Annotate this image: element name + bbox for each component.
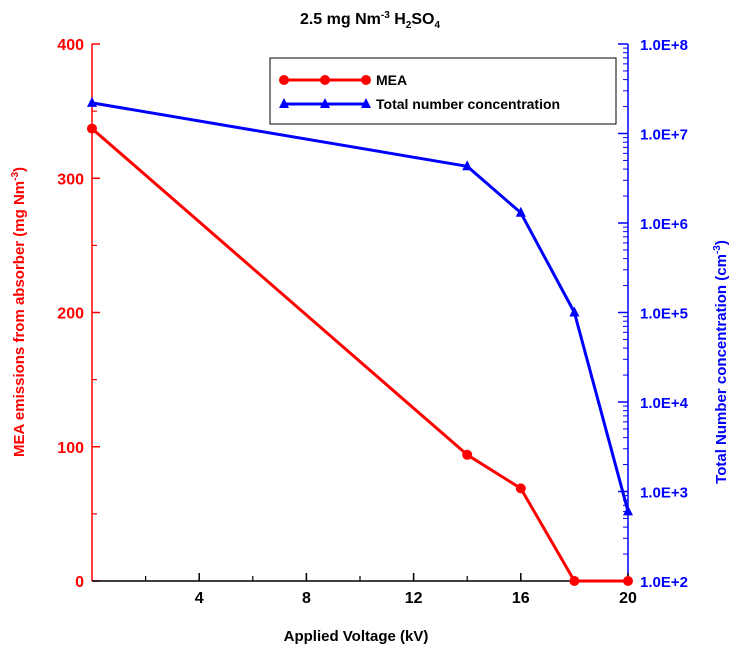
axes-layer: 0 100 200 300 400 1.0E+2 1.0E+3 1.0E+4 1.0E+5 1.0… (57, 37, 688, 607)
data-point-total-number-concentration (569, 306, 580, 317)
data-point-mea (87, 123, 97, 134)
data-point-mea (515, 483, 526, 494)
data-point-mea (569, 576, 580, 586)
y-right-tick-label: 1.0E+3 (640, 485, 688, 502)
data-point-total-number-concentration (462, 160, 473, 171)
y-right-tick-label: 1.0E+2 (640, 574, 688, 591)
y-left-tick-label: 400 (57, 37, 84, 54)
y-left-tick-label: 100 (57, 440, 84, 457)
data-point-mea (623, 576, 633, 586)
legend-label-mea: MEA (376, 72, 407, 88)
y-left-tick-label: 0 (75, 574, 84, 591)
y-axis-right-label: Total Number concentration (cm-3) (712, 240, 730, 484)
data-point-total-number-concentration (87, 96, 97, 107)
y-left-tick-label: 300 (57, 171, 84, 188)
y-axis-left-label: MEA emissions from absorber (mg Nm-3) (10, 167, 28, 457)
y-right-tick-label: 1.0E+7 (640, 127, 688, 144)
legend-entry-mea: MEA (279, 72, 407, 88)
legend-box (269, 57, 617, 125)
data-point-mea (462, 449, 473, 460)
legend: MEA Total number concentration (269, 57, 617, 125)
x-axis-label: Applied Voltage (kV) (284, 628, 429, 645)
x-tick-label: 20 (619, 590, 637, 607)
y-left-tick-label: 200 (57, 306, 84, 323)
y-right-tick-label: 1.0E+8 (640, 37, 688, 54)
series-line-mea (91, 127, 628, 583)
y-right-tick-label: 1.0E+6 (640, 216, 688, 233)
x-tick-label: 12 (405, 590, 423, 607)
x-tick-label: 4 (195, 590, 204, 607)
series-line-total-number-concentration (91, 101, 630, 512)
data-point-total-number-concentration (515, 206, 526, 217)
chart-title: 2.5 mg Nm-3 H2SO4 (300, 10, 441, 31)
x-tick-label: 8 (302, 590, 311, 607)
y-right-tick-label: 1.0E+4 (640, 395, 689, 412)
data-point-total-number-concentration (623, 505, 633, 516)
y-right-tick-label: 1.0E+5 (640, 306, 688, 323)
legend-entry-total-number-concentration: Total number concentration (279, 96, 560, 112)
legend-label-total-number-concentration: Total number concentration (376, 96, 560, 112)
x-tick-label: 16 (512, 590, 530, 607)
series-layer (87, 96, 633, 586)
